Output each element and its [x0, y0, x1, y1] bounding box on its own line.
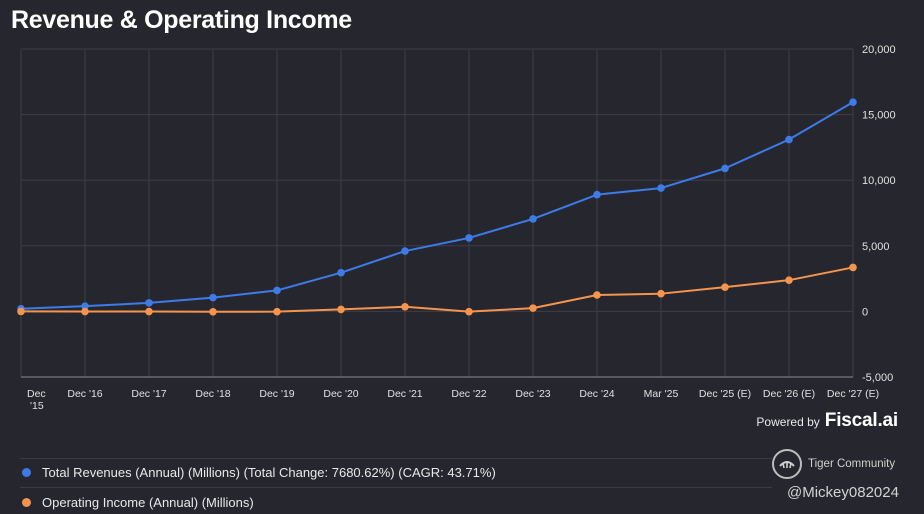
data-point-revenue [273, 286, 281, 295]
x-tick-label: Dec '15 [27, 388, 46, 412]
x-tick-label: Dec '16 [67, 388, 102, 400]
x-tick-label: Dec '23 [515, 388, 550, 400]
legend-dot-operating-income [22, 498, 31, 507]
data-point-revenue [145, 299, 153, 307]
tiger-logo-icon [772, 449, 802, 479]
legend-label-operating-income: Operating Income (Annual) (Millions) [42, 495, 254, 510]
x-tick-label: Dec '26 (E) [763, 388, 815, 400]
x-tick-label: Dec '24 [579, 388, 614, 400]
x-tick-label: Dec '18 [195, 388, 230, 400]
y-tick-label: 15,000 [862, 110, 896, 122]
data-point-revenue [81, 302, 89, 310]
data-point-revenue [657, 184, 665, 192]
data-point-operating-income [401, 303, 409, 311]
data-point-revenue [721, 164, 729, 173]
x-tick-label: Dec '17 [131, 388, 166, 400]
x-tick-label: Dec '21 [387, 388, 422, 400]
data-point-revenue [337, 268, 345, 277]
data-point-revenue [529, 215, 537, 223]
y-tick-label: -5,000 [862, 372, 893, 384]
data-point-operating-income [657, 289, 665, 298]
series-line-operating-income [20, 266, 854, 313]
legend-item-operating-income[interactable]: Operating Income (Annual) (Millions) [22, 495, 254, 510]
x-tick-label: Dec '20 [323, 388, 358, 400]
data-point-operating-income [593, 291, 601, 299]
data-point-operating-income [17, 307, 25, 316]
x-tick-label: Mar '25 [644, 388, 679, 400]
powered-by-label: Powered by [756, 415, 820, 429]
data-point-operating-income [273, 307, 281, 316]
x-tick-label: Dec '27 (E) [827, 388, 879, 400]
watermark-community-label: Tiger Community [808, 458, 896, 470]
data-point-operating-income [785, 276, 793, 284]
data-point-operating-income [81, 307, 89, 316]
watermark-handle: @Mickey082024 [787, 484, 899, 501]
legend-label-revenue: Total Revenues (Annual) (Millions) (Tota… [42, 465, 496, 480]
data-point-revenue [465, 234, 473, 242]
legend-divider [20, 458, 772, 459]
y-tick-label: 20,000 [862, 44, 896, 56]
series-line-revenue [20, 101, 854, 310]
data-point-operating-income [145, 307, 153, 316]
data-point-operating-income [529, 304, 537, 312]
brand-logo-text[interactable]: Fiscal.ai [824, 410, 898, 431]
x-tick-label: Dec '19 [259, 388, 294, 400]
legend-dot-revenue [22, 468, 31, 477]
data-point-revenue [593, 190, 601, 199]
x-tick-label: Dec '25 (E) [699, 388, 751, 400]
data-point-operating-income [337, 305, 345, 314]
data-point-revenue [209, 293, 217, 302]
x-tick-label: Dec '22 [451, 388, 486, 400]
legend-divider [20, 487, 772, 488]
data-point-operating-income [849, 263, 857, 272]
data-point-revenue [785, 135, 793, 144]
y-tick-label: 10,000 [862, 175, 896, 187]
chart-title: Revenue & Operating Income [11, 6, 352, 34]
data-point-revenue [849, 98, 857, 106]
y-tick-label: 0 [862, 306, 868, 318]
data-point-operating-income [721, 283, 729, 291]
legend-item-revenue[interactable]: Total Revenues (Annual) (Millions) (Tota… [22, 465, 496, 480]
watermark-community: Tiger Community [772, 449, 895, 479]
powered-by: Powered by Fiscal.ai [756, 410, 898, 432]
data-point-revenue [401, 247, 409, 255]
y-tick-label: 5,000 [862, 241, 890, 253]
data-point-operating-income [209, 307, 217, 316]
data-point-operating-income [465, 307, 473, 316]
